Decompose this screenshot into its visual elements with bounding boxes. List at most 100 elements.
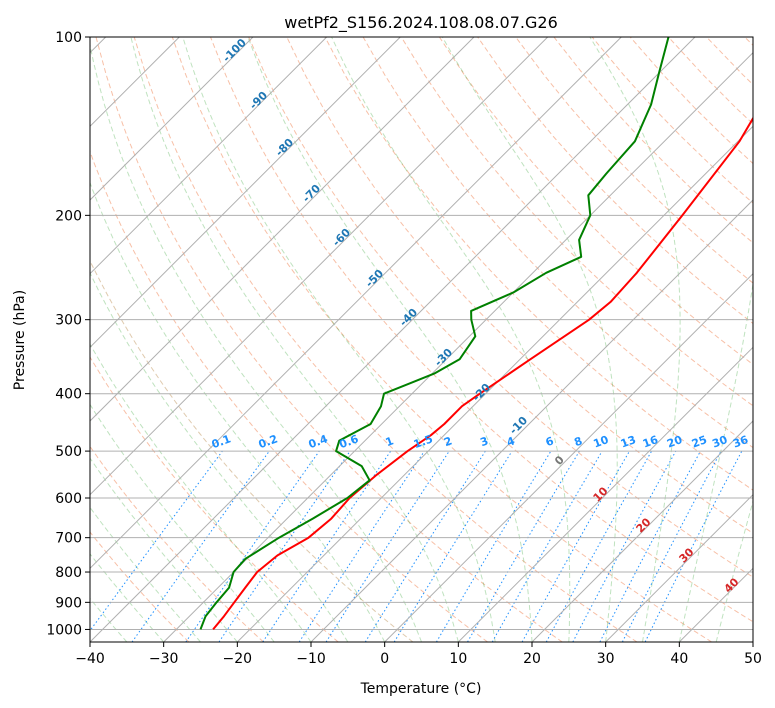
x-tick-label: 30	[597, 651, 615, 667]
mixing-ratio-line	[545, 450, 653, 642]
mixing-ratio-label: 20	[665, 433, 684, 451]
dry-adiabat-line	[210, 37, 753, 623]
mixing-ratio-label: 8	[572, 434, 584, 449]
mixing-ratio-line	[521, 450, 630, 642]
moist-adiabat-line	[90, 403, 275, 642]
mixing-ratio-line	[218, 450, 351, 642]
y-axis-ticks: 1000 900 800 700 600 500 400 300 200 100	[46, 30, 90, 638]
isotherm-line	[90, 37, 696, 642]
mixing-ratio-line	[185, 450, 320, 642]
y-tick-label: 1000	[46, 622, 82, 638]
isotherm-line	[90, 37, 401, 349]
mixing-ratio-label: 1	[384, 434, 396, 449]
isotherm-line	[90, 37, 622, 570]
x-tick-label: −30	[149, 651, 179, 667]
moist-adiabats	[90, 37, 753, 642]
moist-adiabat-line	[589, 37, 681, 642]
isotherm-label: -100	[220, 36, 249, 65]
isotherm-label: -80	[273, 136, 296, 159]
y-tick-label: 300	[55, 313, 82, 329]
moist-adiabat-line	[130, 37, 459, 642]
isotherm-line	[90, 37, 549, 496]
isotherm-warm-label: 30	[677, 545, 697, 565]
mixing-ratio-line	[393, 450, 513, 642]
y-tick-label: 800	[55, 565, 82, 581]
dry-adiabat-line	[90, 445, 264, 642]
moist-adiabat-line	[90, 42, 422, 642]
x-tick-label: −40	[75, 651, 105, 667]
isotherm-warm-label: 10	[591, 484, 611, 504]
isotherm-label: -60	[330, 226, 353, 249]
isotherm-label: -10	[507, 414, 530, 437]
dry-adiabat-line	[706, 37, 753, 86]
y-tick-label: 100	[55, 30, 82, 46]
x-tick-label: 40	[670, 651, 688, 667]
moist-adiabat-line	[678, 280, 753, 642]
mixing-ratio-line	[90, 450, 223, 632]
mixing-ratio-label: 3	[478, 434, 490, 449]
mixing-ratio-label: 0.6	[338, 432, 361, 451]
dry-adiabat-line	[90, 150, 488, 642]
dry-adiabat-line	[90, 356, 339, 642]
moist-adiabat-line	[90, 181, 386, 642]
isotherm-label: -90	[247, 89, 270, 112]
mixing-ratio-label: 6	[544, 434, 556, 449]
mixing-ratio-label: 0.4	[307, 432, 330, 451]
plot-frame	[89, 36, 754, 643]
mixing-ratio-line	[621, 450, 722, 642]
isobar-grid	[90, 37, 753, 630]
dry-adiabat-line	[248, 37, 753, 578]
dry-adiabat-line	[553, 37, 753, 244]
x-tick-label: 50	[744, 651, 762, 667]
isotherm-line	[457, 346, 753, 642]
isotherm-grid	[90, 37, 753, 642]
mixing-ratio-line	[435, 450, 552, 642]
x-tick-label: 0	[380, 651, 389, 667]
isotherm-line	[531, 420, 753, 642]
mixing-ratio-label: 13	[619, 433, 638, 450]
isotherm-line	[678, 567, 753, 642]
x-axis-label: Temperature (°C)	[360, 681, 482, 697]
moist-adiabat-line	[715, 499, 753, 642]
dry-adiabat-line	[90, 259, 414, 642]
isotherm-label: -50	[363, 267, 386, 290]
isotherm-label: -30	[432, 346, 455, 369]
y-tick-label: 600	[55, 491, 82, 507]
y-tick-label: 900	[55, 595, 82, 611]
x-tick-label: −10	[296, 651, 326, 667]
isotherm-zero-label: 0	[552, 453, 567, 468]
line-labels: -100-90-80-70-60-50-40-30-20-10010203040…	[210, 36, 750, 596]
mixing-ratio-label: 30	[710, 433, 729, 451]
temperature-line	[212, 116, 753, 631]
y-tick-label: 200	[55, 208, 82, 224]
dry-adiabat-line	[171, 37, 712, 642]
isotherm-label: -20	[470, 381, 493, 404]
y-tick-label: 500	[55, 444, 82, 460]
chart-title: wetPf2_S156.2024.108.08.07.G26	[284, 13, 558, 33]
dry-adiabat-line	[438, 37, 753, 366]
dry-adiabat-line	[133, 37, 638, 642]
isotherm-line	[605, 493, 753, 642]
dry-adiabats	[90, 37, 753, 642]
dry-adiabat-line	[90, 531, 190, 642]
dry-adiabat-line	[400, 37, 753, 407]
isotherm-line	[752, 641, 753, 642]
dewpoint-line	[199, 37, 670, 630]
mixing-ratio-label: 2	[442, 434, 454, 449]
x-tick-label: 10	[449, 651, 467, 667]
moist-adiabat-line	[90, 343, 312, 642]
isotherm-line	[90, 37, 254, 201]
profile-lines	[199, 37, 753, 631]
y-tick-label: 400	[55, 387, 82, 403]
mixing-ratio-label: 1.5	[412, 432, 435, 451]
dry-adiabat-line	[515, 37, 753, 284]
mixing-ratio-label: 4	[505, 434, 517, 449]
moist-adiabat-line	[90, 506, 201, 642]
mixing-ratio-line	[298, 450, 425, 642]
plot-area: -100-90-80-70-60-50-40-30-20-10010203040…	[90, 36, 753, 642]
moist-adiabat-line	[90, 457, 238, 642]
mixing-ratio-line	[644, 450, 743, 642]
isotherm-warm-label: 20	[634, 515, 654, 535]
mixing-ratio-lines	[90, 450, 743, 642]
isotherm-line	[163, 51, 753, 642]
